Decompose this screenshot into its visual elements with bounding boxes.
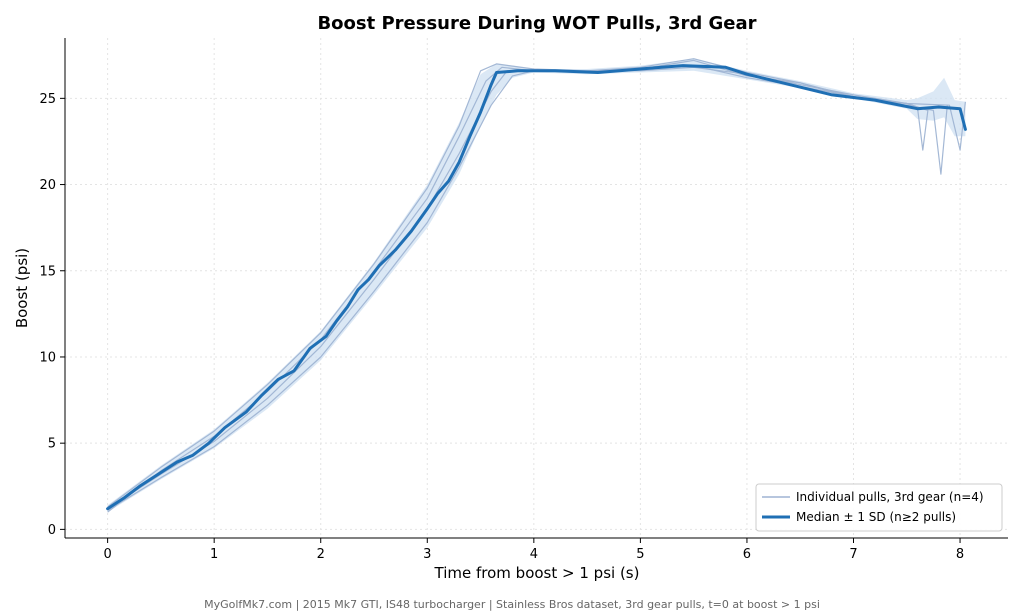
pull-line-4 <box>107 58 929 508</box>
y-tick-label: 15 <box>39 264 56 279</box>
x-tick-label: 7 <box>849 547 857 562</box>
y-tick-label: 20 <box>39 178 56 193</box>
median-line <box>106 64 967 511</box>
legend: Individual pulls, 3rd gear (n=4) Median … <box>755 483 1003 532</box>
x-tick-label: 4 <box>530 547 538 562</box>
x-tick-label: 5 <box>636 547 644 562</box>
x-tick-label: 1 <box>210 547 218 562</box>
y-tick-label: 10 <box>39 350 56 365</box>
pull-line-2 <box>107 64 948 510</box>
chart-title: Boost Pressure During WOT Pulls, 3rd Gea… <box>317 13 756 34</box>
sd-band <box>107 58 966 513</box>
median-layer <box>106 64 967 511</box>
x-tick-label: 0 <box>103 547 111 562</box>
grid-lines <box>65 38 1008 538</box>
source-footnote: MyGolfMk7.com | 2015 Mk7 GTI, IS48 turbo… <box>204 598 820 611</box>
y-tick-label: 25 <box>39 92 56 107</box>
x-tick-label: 6 <box>743 547 751 562</box>
x-tick-label: 2 <box>317 547 325 562</box>
x-tick-label: 8 <box>956 547 964 562</box>
legend-frame <box>755 483 1003 532</box>
legend-label-pulls: Individual pulls, 3rd gear (n=4) <box>796 490 984 504</box>
x-ticks: 0 1 2 3 4 5 6 7 8 <box>103 538 964 562</box>
x-axis-label: Time from boost > 1 psi (s) <box>434 564 640 582</box>
y-tick-label: 5 <box>48 437 56 452</box>
legend-label-median: Median ± 1 SD (n≥2 pulls) <box>796 510 956 524</box>
y-ticks: 0 5 10 15 20 25 <box>39 92 65 538</box>
pull-line-3 <box>107 66 966 511</box>
pull-line-1 <box>107 59 929 513</box>
sd-band-layer <box>107 58 966 513</box>
y-tick-label: 0 <box>48 523 56 538</box>
x-tick-label: 3 <box>423 547 431 562</box>
y-axis-label: Boost (psi) <box>13 248 31 328</box>
individual-pulls-layer <box>107 58 966 513</box>
axes <box>64 38 1008 539</box>
